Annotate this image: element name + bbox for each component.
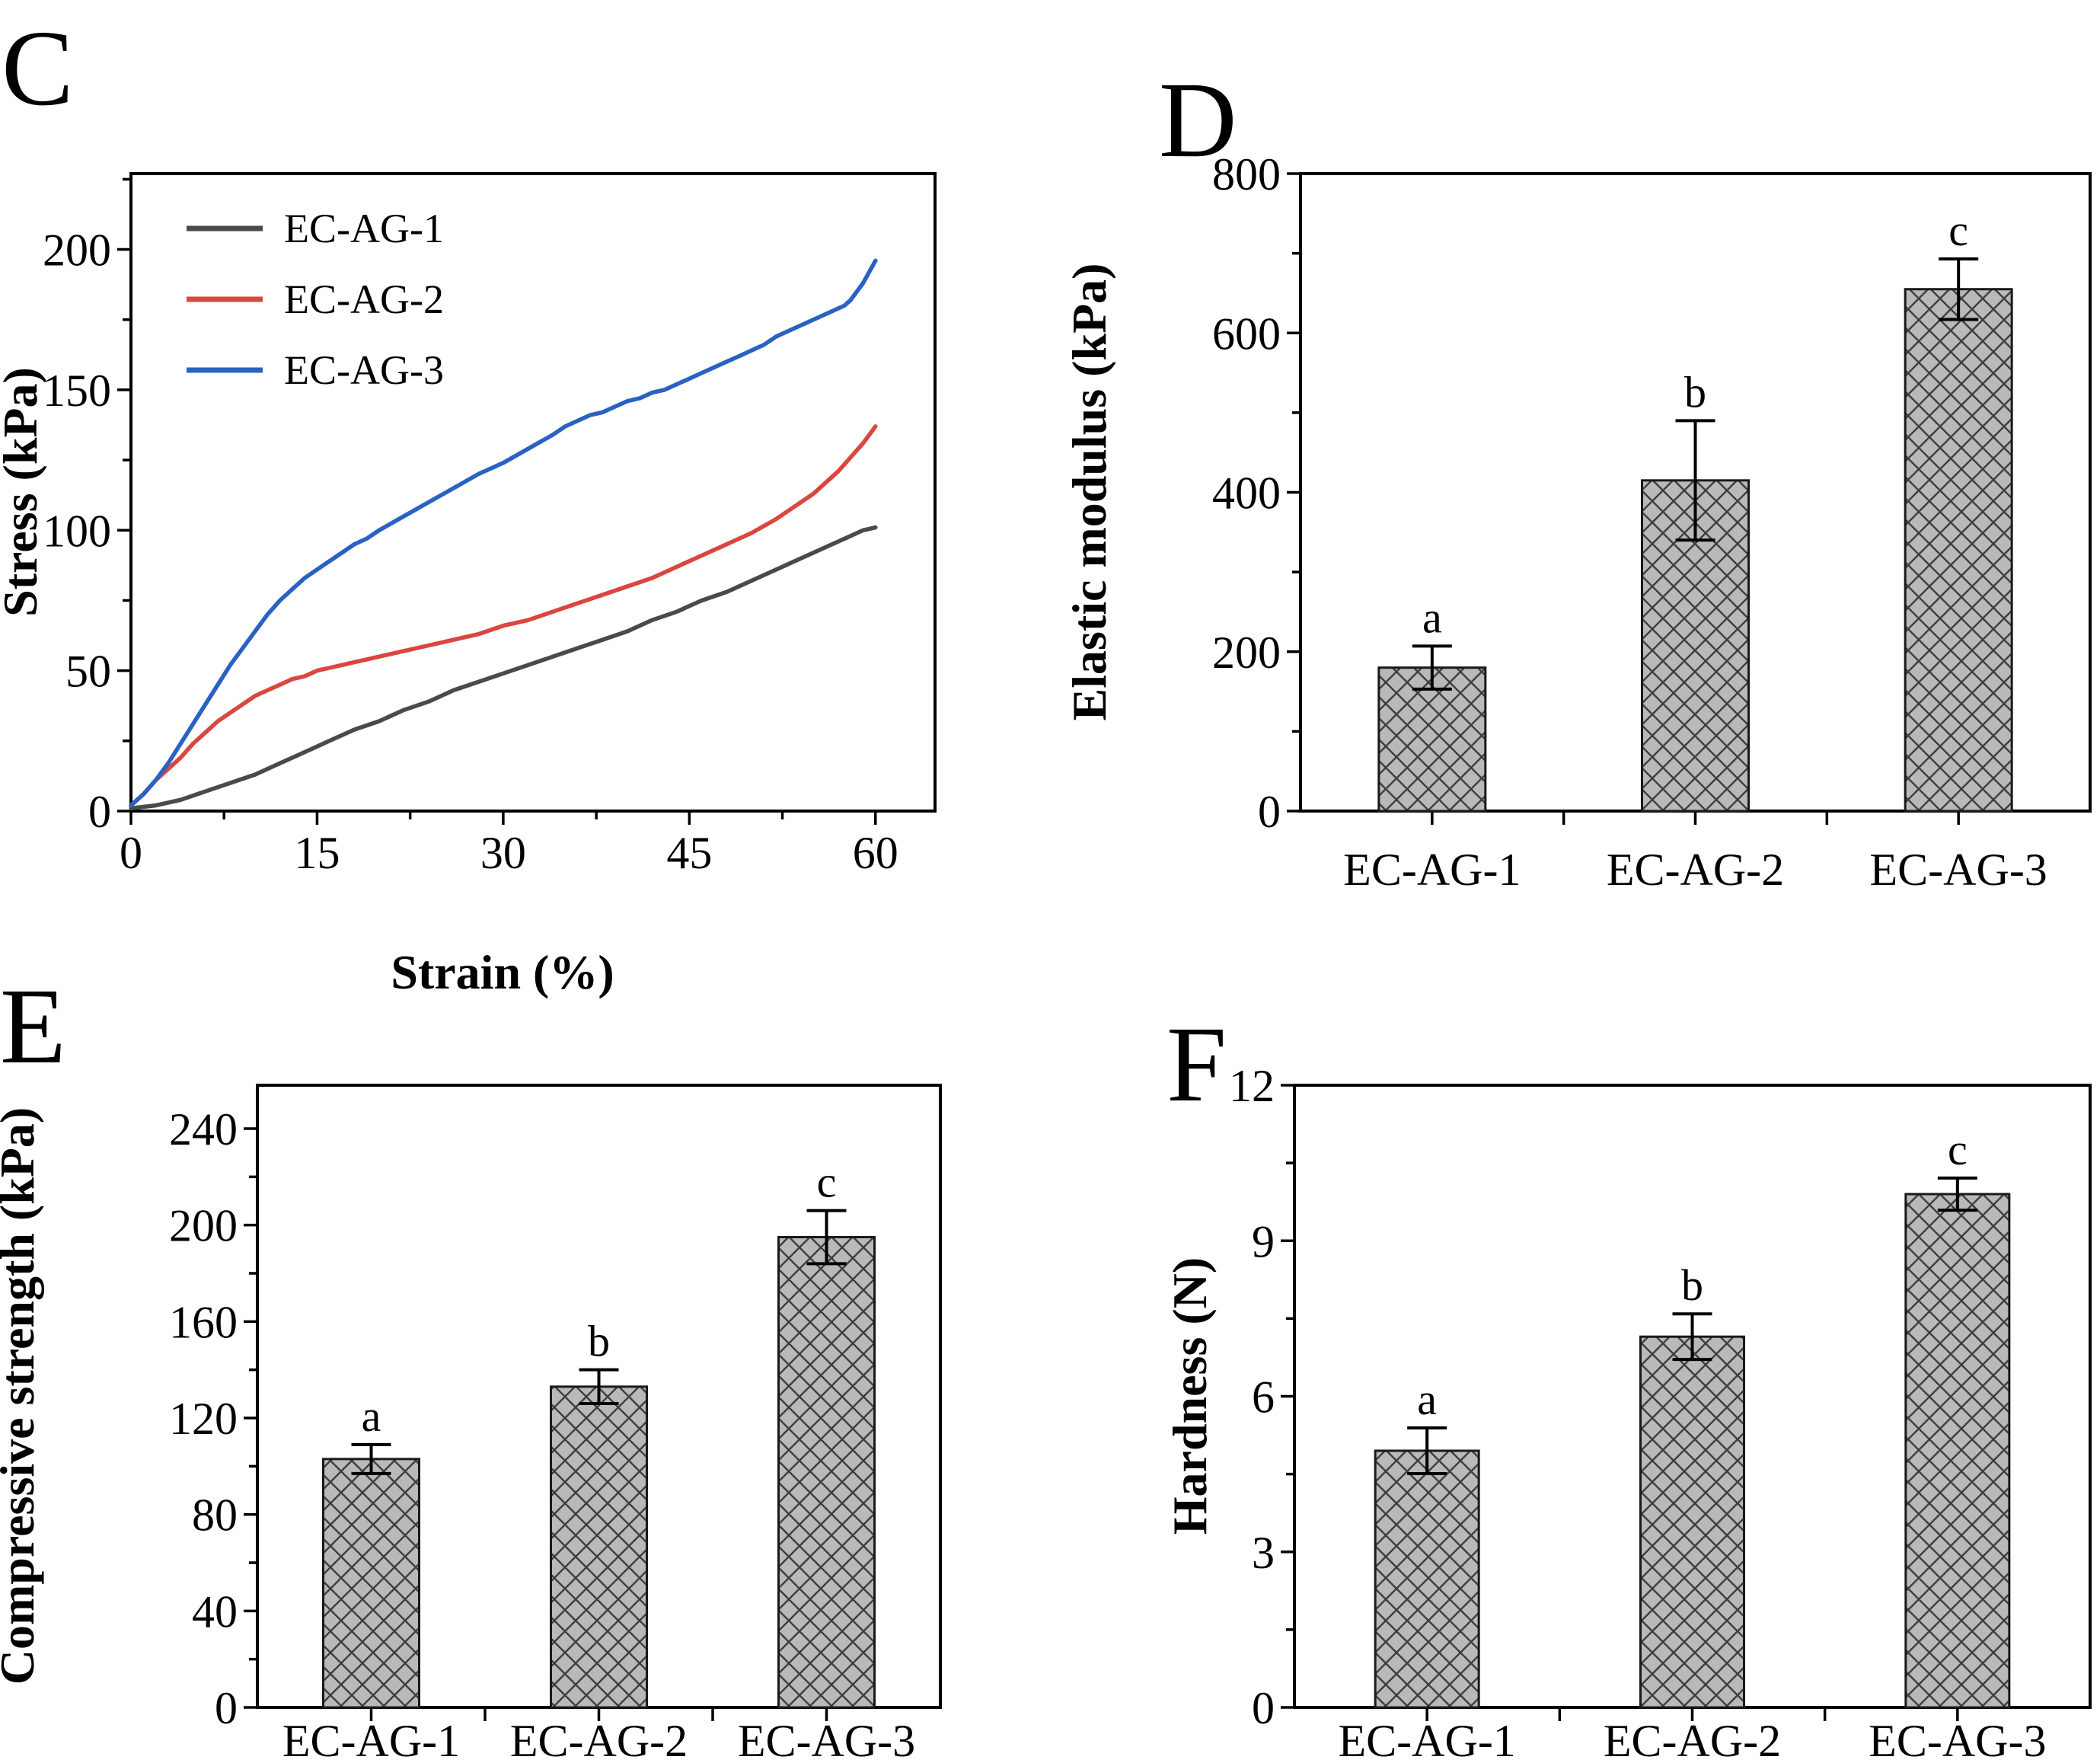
significance-letter: a bbox=[1422, 592, 1442, 642]
bar-ec-ag-3 bbox=[1904, 1193, 2011, 1709]
panel-letter: F bbox=[1166, 1004, 1227, 1124]
series-line-ec-ag-1 bbox=[129, 525, 878, 811]
x-tick-label: 30 bbox=[480, 828, 526, 878]
category-label: EC-AG-1 bbox=[1339, 1716, 1516, 1763]
x-tick-label: 15 bbox=[294, 828, 340, 878]
y-tick-label: 6 bbox=[1252, 1372, 1275, 1423]
category-label: EC-AG-2 bbox=[1604, 1716, 1781, 1763]
y-tick-label: 50 bbox=[65, 647, 111, 697]
y-tick-label: 0 bbox=[88, 787, 111, 837]
panel-elastic-modulus-chart: 0 200 400 600 800 Elastic modulus (kPa) D EC-AG… bbox=[1062, 59, 2092, 895]
significance-letter: b bbox=[1681, 1260, 1703, 1310]
y-tick-label: 0 bbox=[1252, 1683, 1275, 1733]
y-tick-label: 80 bbox=[192, 1490, 238, 1541]
legend-label: EC-AG-3 bbox=[284, 347, 444, 393]
category-label: EC-AG-1 bbox=[1343, 845, 1521, 895]
bar-ec-ag-2 bbox=[1639, 1335, 1745, 1709]
bar-ec-ag-1 bbox=[322, 1458, 420, 1709]
category-label: EC-AG-1 bbox=[282, 1716, 460, 1763]
y-tick-label: 200 bbox=[1212, 628, 1281, 678]
bar-ec-ag-1 bbox=[1377, 666, 1487, 813]
legend-label: EC-AG-1 bbox=[284, 206, 444, 251]
significance-letter: c bbox=[1948, 206, 1968, 255]
series-line-ec-ag-2 bbox=[129, 424, 878, 808]
significance-letter: a bbox=[362, 1391, 381, 1441]
significance-letter: b bbox=[1684, 367, 1706, 417]
y-tick-label: 200 bbox=[43, 225, 111, 276]
x-axis-title: Strain (%) bbox=[391, 945, 614, 999]
y-tick-label: 12 bbox=[1229, 1061, 1275, 1111]
y-tick-label: 120 bbox=[169, 1394, 238, 1444]
category-label: EC-AG-3 bbox=[738, 1716, 915, 1763]
series-line-ec-ag-3 bbox=[129, 258, 878, 808]
y-tick-label: 160 bbox=[169, 1297, 238, 1347]
x-tick-label: 0 bbox=[120, 828, 142, 878]
significance-letter: a bbox=[1417, 1375, 1437, 1424]
y-tick-label: 0 bbox=[1258, 787, 1281, 837]
y-axis-title: Hardness (N) bbox=[1163, 1257, 1217, 1535]
y-axis-title: Stress (kPa) bbox=[0, 367, 47, 617]
bar-ec-ag-1 bbox=[1374, 1449, 1480, 1709]
y-tick-label: 800 bbox=[1212, 149, 1281, 200]
category-label: EC-AG-3 bbox=[1870, 845, 2047, 895]
category-label: EC-AG-2 bbox=[510, 1716, 688, 1763]
panel-letter: D bbox=[1159, 59, 1237, 180]
panel-stress-strain-chart: 0 50 100 150 200 Stress (kPa) C 0 15 30 45 60 Strain… bbox=[0, 8, 937, 999]
x-tick-label: 60 bbox=[853, 828, 898, 878]
bar-ec-ag-3 bbox=[1904, 288, 2013, 813]
plot-box bbox=[129, 172, 937, 813]
panel-letter: C bbox=[2, 8, 74, 128]
panel-compressive-strength-chart: 0 40 80 120 160 200 240 Compressive strength (k… bbox=[0, 966, 942, 1763]
bar-ec-ag-3 bbox=[777, 1236, 876, 1709]
legend-label: EC-AG-2 bbox=[284, 276, 444, 322]
bar-ec-ag-2 bbox=[550, 1385, 648, 1709]
y-tick-label: 200 bbox=[169, 1201, 238, 1251]
y-tick-label: 240 bbox=[169, 1104, 238, 1155]
y-tick-label: 3 bbox=[1252, 1528, 1275, 1578]
y-axis-title: Compressive strength (kPa) bbox=[0, 1107, 44, 1685]
significance-letter: c bbox=[817, 1158, 837, 1207]
panel-hardness-chart: 0 3 6 9 12 Hardness (N) F EC-AG-1 a EC-AG-2 b EC-AG… bbox=[1163, 1004, 2092, 1763]
category-label: EC-AG-2 bbox=[1607, 845, 1784, 895]
y-tick-label: 150 bbox=[43, 366, 111, 416]
y-tick-label: 0 bbox=[215, 1683, 238, 1733]
y-tick-label: 9 bbox=[1252, 1216, 1275, 1266]
y-tick-label: 600 bbox=[1212, 308, 1281, 359]
panel-letter: E bbox=[0, 966, 66, 1086]
x-tick-label: 45 bbox=[666, 828, 712, 878]
significance-letter: b bbox=[588, 1317, 610, 1366]
y-tick-label: 40 bbox=[192, 1586, 238, 1637]
y-tick-label: 400 bbox=[1212, 468, 1281, 519]
significance-letter: c bbox=[1948, 1125, 1968, 1174]
category-label: EC-AG-3 bbox=[1869, 1716, 2046, 1763]
y-tick-label: 100 bbox=[43, 506, 111, 556]
y-axis-title: Elastic modulus (kPa) bbox=[1062, 263, 1116, 721]
